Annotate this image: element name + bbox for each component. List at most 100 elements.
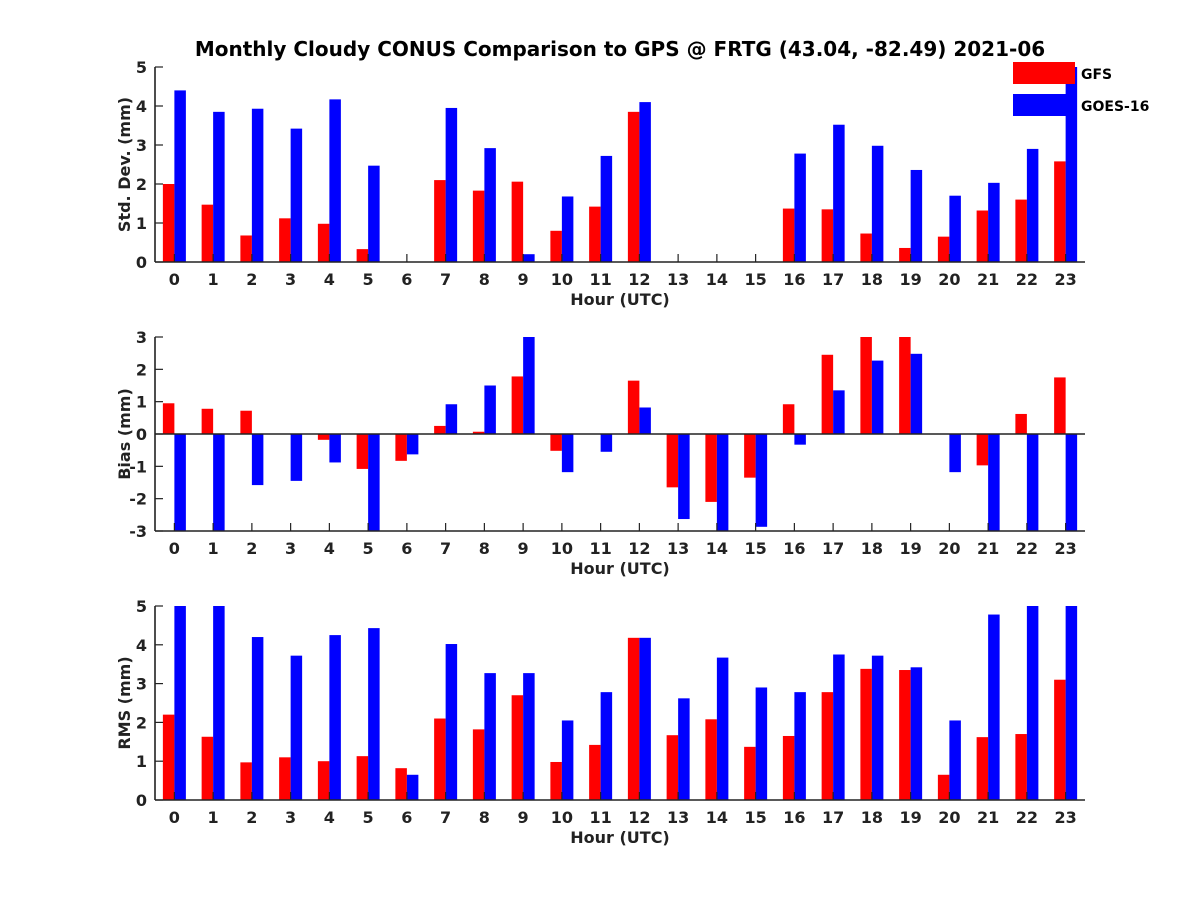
- bar-goes-16-hour-11: [600, 692, 613, 800]
- bar-goes-16-hour-12: [639, 102, 651, 262]
- y-tick-label: 5: [136, 597, 147, 616]
- x-tick-label: 12: [628, 539, 650, 558]
- bar-gfs-hour-16: [782, 735, 795, 800]
- bar-gfs-hour-22: [1015, 199, 1027, 262]
- x-tick-label: 14: [706, 808, 728, 827]
- y-tick-label: 0: [136, 791, 147, 810]
- bar-goes-16-hour-14: [716, 434, 729, 531]
- bar-gfs-hour-22: [1015, 734, 1027, 800]
- bar-gfs-hour-8: [472, 431, 485, 434]
- legend[interactable]: GFS GOES-16: [1013, 62, 1149, 116]
- y-tick-label: 3: [136, 328, 147, 347]
- x-tick-label: 5: [363, 539, 374, 558]
- x-axis-label: Hour (UTC): [570, 559, 670, 578]
- x-axis-label: Hour (UTC): [570, 290, 670, 309]
- bar-gfs-hour-3: [279, 757, 291, 800]
- bar-gfs-hour-1: [201, 204, 214, 262]
- bar-goes-16-hour-2: [251, 434, 264, 486]
- bar-gfs-hour-14: [705, 434, 717, 502]
- x-tick-label: 11: [589, 270, 611, 289]
- bar-goes-16-hour-8: [484, 148, 496, 262]
- bar-goes-16-hour-23: [1065, 434, 1078, 531]
- x-tick-label: 2: [246, 270, 257, 289]
- bar-goes-16-hour-16: [794, 153, 806, 262]
- bar-goes-16-hour-17: [833, 654, 845, 800]
- y-tick-label: 3: [136, 675, 147, 694]
- bar-goes-16-hour-23: [1065, 606, 1078, 800]
- legend-label-gfs: GFS: [1081, 67, 1112, 83]
- x-tick-label: 23: [1054, 539, 1076, 558]
- bar-gfs-hour-1: [201, 736, 214, 800]
- x-tick-label: 16: [783, 539, 805, 558]
- bar-gfs-hour-4: [317, 761, 330, 800]
- y-tick-label: -1: [129, 457, 147, 476]
- bar-gfs-hour-1: [201, 408, 214, 434]
- bar-gfs-hour-11: [589, 206, 601, 262]
- bar-goes-16-hour-0: [174, 434, 186, 531]
- bar-goes-16-hour-7: [445, 644, 458, 800]
- bar-gfs-hour-6: [395, 768, 407, 800]
- bar-gfs-hour-15: [744, 434, 756, 478]
- x-tick-label: 4: [324, 539, 335, 558]
- x-tick-label: 19: [899, 539, 921, 558]
- bar-goes-16-hour-22: [1026, 148, 1039, 262]
- bar-goes-16-hour-21: [988, 182, 1000, 262]
- bar-goes-16-hour-20: [949, 195, 961, 262]
- bar-goes-16-hour-21: [988, 614, 1000, 800]
- bar-gfs-hour-17: [821, 209, 834, 262]
- x-tick-label: 20: [938, 270, 960, 289]
- bar-goes-16-hour-16: [794, 692, 806, 800]
- y-tick-label: 1: [136, 214, 147, 233]
- y-tick-label: 0: [136, 425, 147, 444]
- bar-gfs-hour-0: [162, 403, 175, 434]
- bar-gfs-hour-2: [240, 762, 252, 800]
- y-axis-label: Bias (mm): [115, 388, 134, 480]
- x-tick-label: 23: [1054, 270, 1076, 289]
- x-tick-label: 18: [861, 808, 883, 827]
- x-axis-label: Hour (UTC): [570, 828, 670, 847]
- x-tick-label: 11: [589, 539, 611, 558]
- legend-swatch-goes-16: [1013, 94, 1075, 116]
- x-tick-label: 15: [744, 539, 766, 558]
- bar-gfs-hour-21: [976, 434, 989, 466]
- x-tick-label: 17: [822, 539, 844, 558]
- bar-goes-16-hour-6: [406, 434, 419, 455]
- bar-gfs-hour-2: [240, 410, 252, 434]
- bar-goes-16-hour-17: [833, 124, 845, 262]
- bar-goes-16-hour-8: [484, 385, 496, 434]
- bar-gfs-hour-6: [395, 434, 407, 461]
- chart-title: Monthly Cloudy CONUS Comparison to GPS @…: [195, 37, 1045, 61]
- bar-goes-16-hour-11: [600, 434, 613, 452]
- x-tick-label: 7: [440, 270, 451, 289]
- bar-goes-16-hour-19: [910, 667, 923, 800]
- bar-gfs-hour-18: [860, 233, 872, 262]
- bar-gfs-hour-0: [162, 714, 175, 800]
- bar-goes-16-hour-1: [213, 111, 225, 262]
- x-tick-label: 3: [285, 270, 296, 289]
- bar-gfs-hour-22: [1015, 413, 1027, 434]
- bar-gfs-hour-12: [627, 380, 640, 434]
- bar-gfs-hour-20: [937, 236, 950, 262]
- bar-goes-16-hour-23: [1065, 67, 1078, 262]
- x-tick-label: 21: [977, 539, 999, 558]
- x-tick-label: 8: [479, 539, 490, 558]
- bar-gfs-hour-14: [705, 719, 717, 800]
- x-tick-label: 19: [899, 808, 921, 827]
- x-tick-label: 7: [440, 808, 451, 827]
- bar-gfs-hour-13: [666, 735, 679, 800]
- bar-gfs-hour-23: [1054, 161, 1066, 262]
- bar-goes-16-hour-10: [561, 434, 574, 473]
- bar-gfs-hour-5: [356, 249, 369, 262]
- legend-label-goes-16: GOES-16: [1081, 99, 1149, 115]
- bar-goes-16-hour-3: [290, 434, 303, 481]
- x-tick-label: 7: [440, 539, 451, 558]
- bar-gfs-hour-18: [860, 337, 872, 434]
- x-tick-label: 6: [401, 808, 412, 827]
- bar-gfs-hour-13: [666, 434, 679, 488]
- bar-goes-16-hour-3: [290, 655, 303, 800]
- x-tick-label: 5: [363, 808, 374, 827]
- bar-goes-16-hour-5: [368, 165, 380, 262]
- bar-gfs-hour-9: [511, 695, 524, 800]
- bar-goes-16-hour-21: [988, 434, 1000, 531]
